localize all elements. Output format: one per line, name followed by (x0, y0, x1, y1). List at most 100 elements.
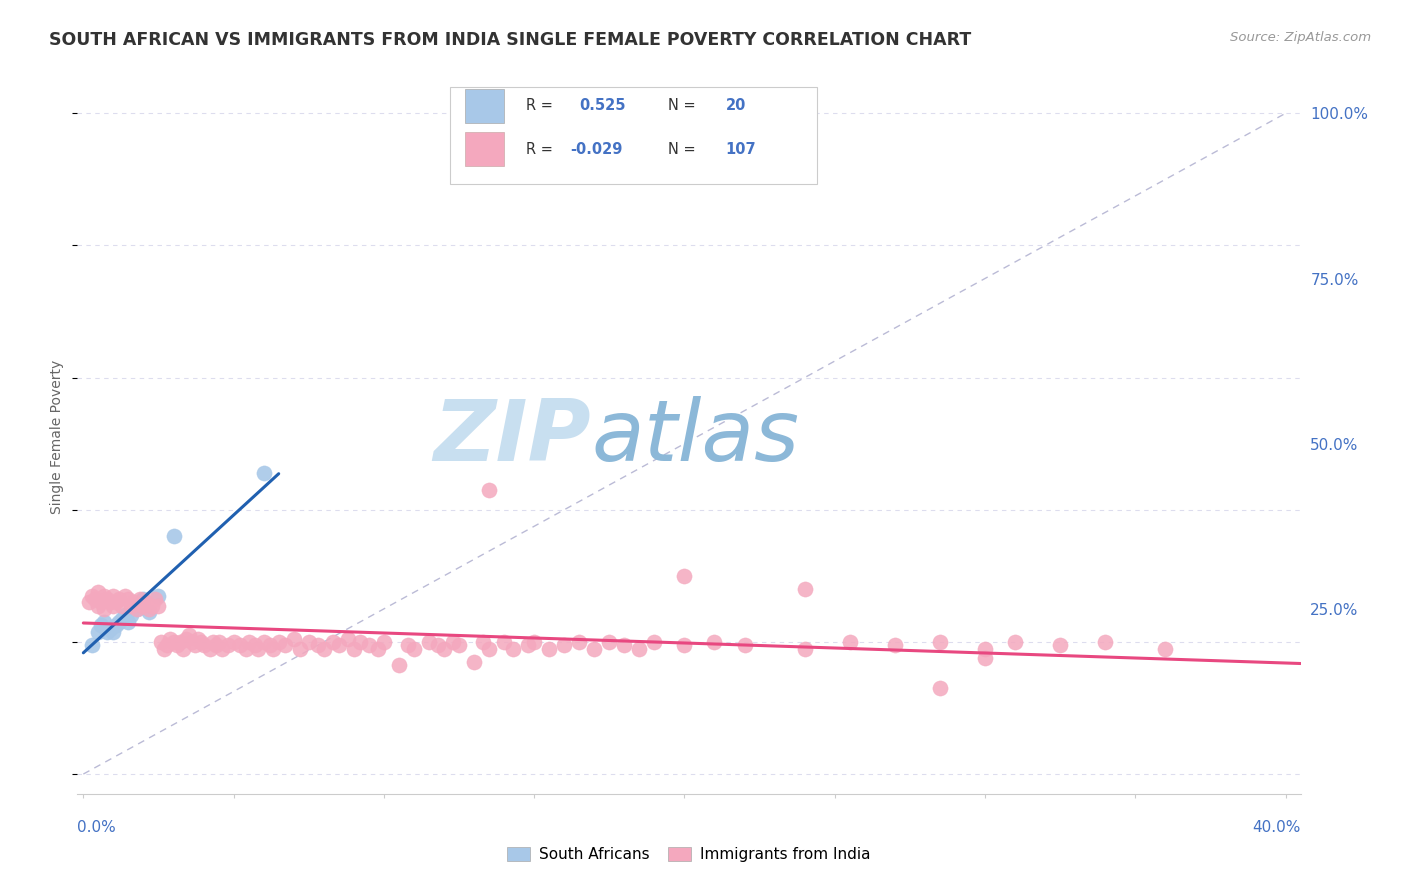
Point (433, 641, 456, 656)
Point (145, 591, 167, 606)
Y-axis label: Single Female Poverty: Single Female Poverty (51, 360, 65, 514)
Point (538, 641, 561, 656)
Point (90, 618, 112, 632)
Point (141, 599, 163, 613)
Point (298, 635, 321, 649)
Text: SOUTH AFRICAN VS IMMIGRANTS FROM INDIA SINGLE FEMALE POVERTY CORRELATION CHART: SOUTH AFRICAN VS IMMIGRANTS FROM INDIA S… (49, 31, 972, 49)
Point (132, 591, 155, 606)
Point (336, 632, 359, 646)
Point (643, 126, 665, 140)
Point (138, 602, 160, 616)
Point (598, 635, 620, 649)
Text: N =: N = (668, 98, 696, 113)
Point (502, 641, 524, 656)
Point (87, 599, 110, 613)
Point (148, 599, 170, 613)
Point (105, 595, 128, 609)
Point (135, 595, 157, 609)
Point (82, 589, 104, 603)
Point (838, 635, 860, 649)
Point (583, 641, 606, 656)
Point (322, 635, 344, 649)
Point (288, 641, 311, 656)
Point (673, 569, 696, 583)
Point (150, 635, 173, 649)
Point (129, 591, 152, 606)
Point (87, 585, 110, 599)
Point (734, 638, 756, 652)
Point (79, 595, 101, 609)
Point (1094, 635, 1116, 649)
Text: N =: N = (668, 142, 696, 157)
Point (307, 638, 329, 652)
Point (82, 638, 104, 652)
Point (108, 591, 131, 606)
Point (222, 635, 245, 649)
Text: Source: ZipAtlas.com: Source: ZipAtlas.com (1230, 31, 1371, 45)
FancyBboxPatch shape (465, 132, 505, 167)
Point (703, 635, 725, 649)
Point (174, 632, 197, 646)
Point (162, 529, 184, 543)
Point (153, 641, 176, 656)
Point (84, 591, 107, 606)
Point (396, 638, 419, 652)
Point (253, 467, 276, 481)
Point (253, 635, 276, 649)
Point (90, 595, 112, 609)
Point (328, 638, 350, 652)
Point (100, 622, 122, 636)
Point (262, 641, 284, 656)
Point (418, 635, 440, 649)
Text: R =: R = (526, 142, 553, 157)
Point (259, 638, 281, 652)
Point (166, 638, 188, 652)
Point (187, 632, 209, 646)
Point (87, 625, 110, 640)
Point (103, 625, 125, 640)
Point (127, 602, 149, 616)
Point (177, 628, 200, 642)
Point (928, 681, 950, 695)
Point (463, 655, 485, 669)
Point (553, 638, 575, 652)
Point (211, 641, 233, 656)
Point (180, 635, 202, 649)
Point (114, 589, 136, 603)
Point (643, 635, 665, 649)
Point (793, 641, 815, 656)
Point (568, 635, 591, 649)
Point (132, 599, 155, 613)
Point (108, 615, 131, 629)
Point (478, 641, 501, 656)
Point (193, 638, 215, 652)
Point (120, 608, 142, 623)
Point (235, 641, 257, 656)
Text: R =: R = (526, 98, 553, 113)
Point (928, 635, 950, 649)
Point (267, 635, 290, 649)
Point (93, 615, 115, 629)
Point (111, 599, 134, 613)
Point (441, 635, 464, 649)
Point (427, 638, 450, 652)
Point (198, 641, 221, 656)
Point (172, 641, 194, 656)
Point (246, 641, 269, 656)
Point (447, 638, 470, 652)
Text: 40.0%: 40.0% (1253, 821, 1301, 835)
Point (388, 658, 411, 673)
Point (517, 638, 540, 652)
Point (207, 635, 229, 649)
Point (183, 638, 205, 652)
Point (114, 608, 136, 623)
Point (349, 635, 371, 649)
Point (162, 635, 184, 649)
Point (96, 591, 118, 606)
Point (373, 635, 395, 649)
Point (111, 612, 134, 626)
Point (117, 615, 139, 629)
FancyBboxPatch shape (450, 87, 817, 184)
Point (613, 638, 636, 652)
Point (156, 638, 179, 652)
